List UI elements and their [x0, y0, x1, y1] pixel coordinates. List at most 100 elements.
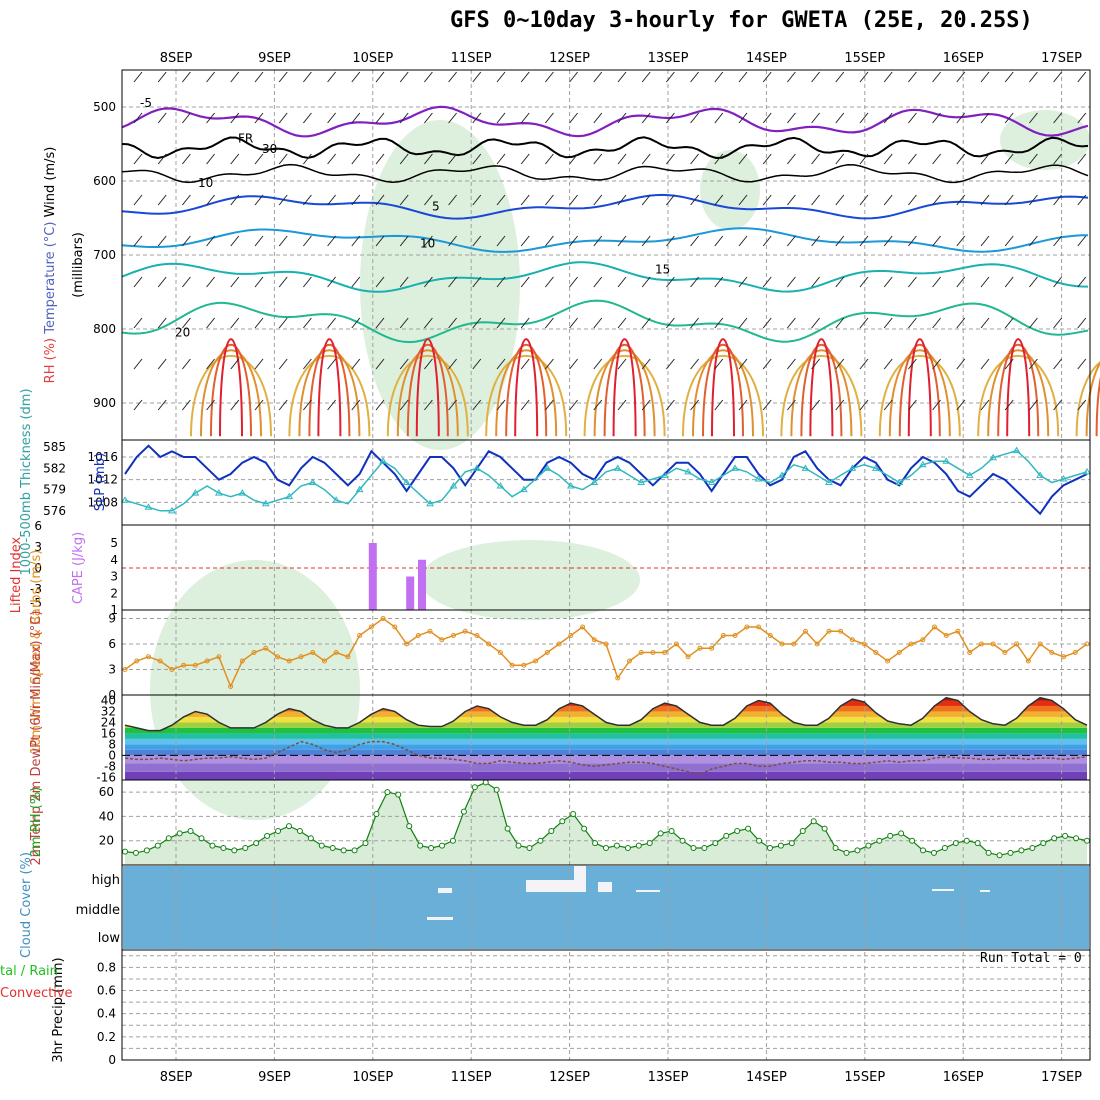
wind-barb [569, 358, 578, 370]
wind-barb [859, 317, 869, 329]
wind-barb [883, 153, 893, 165]
wind-ylabel: 10m Wind Speed & Barbs (m/s) [29, 550, 44, 755]
wind-barb [762, 276, 772, 288]
thickness-marker [238, 489, 247, 496]
wind-speed-marker [638, 650, 644, 655]
wind-speed-marker [204, 658, 210, 664]
wind-speed-marker [580, 624, 586, 630]
date-label-bottom: 10SEP [352, 1070, 393, 1085]
slp-tick-label: 1012 [87, 473, 118, 487]
wind-barb [835, 194, 845, 206]
wind-barb [1029, 399, 1038, 411]
cloud-cell [438, 888, 452, 893]
wind-barb [375, 112, 385, 124]
wind-speed-marker [943, 633, 949, 638]
temp-color-band [125, 733, 1087, 739]
wind-barb [787, 71, 796, 83]
thickness-marker [801, 464, 810, 471]
wind-barb [932, 194, 941, 206]
contour-label: FR [238, 132, 253, 146]
wind-speed-marker [286, 658, 292, 664]
temp-color-band [125, 771, 1087, 780]
wind-barb [375, 358, 385, 370]
wind-speed-marker [239, 658, 245, 664]
wind-barb [545, 112, 554, 124]
wind-barb [1053, 235, 1062, 247]
rh-marker [417, 842, 424, 849]
wind-barb [811, 358, 820, 370]
thickness-marker [989, 453, 998, 461]
wind-barb [1004, 235, 1014, 247]
rh-marker [176, 830, 183, 837]
wind-barb [206, 194, 215, 206]
date-label-top: 11SEP [451, 51, 492, 66]
wind-barb [956, 358, 966, 370]
wind-barb [738, 112, 748, 124]
date-label-bottom: 12SEP [549, 1070, 590, 1085]
wind-barb [182, 317, 191, 329]
wind-barb [859, 358, 869, 370]
wind-barb [133, 317, 143, 329]
wind-barb [835, 317, 845, 329]
boundary-isotherm [308, 344, 351, 437]
wind-tick-label: 3 [108, 663, 116, 677]
wind-barb [545, 358, 554, 370]
wind-barb [230, 112, 240, 124]
wind-barb [980, 194, 990, 206]
wind-barb [811, 194, 820, 206]
rh-marker [613, 842, 620, 849]
wind-barb [520, 153, 530, 165]
precip-ylabel: 3hr Precip (mm) [51, 957, 66, 1062]
wind-barb [351, 71, 361, 83]
li-tick-label: 3 [34, 540, 42, 554]
boundary-isotherm [790, 349, 853, 437]
wind-barb [375, 153, 385, 165]
rh-marker [832, 845, 839, 851]
data-layer [121, 71, 1100, 920]
wind-barb [835, 235, 845, 247]
wind-barb [424, 71, 433, 83]
li-tick-label: -5 [30, 596, 42, 610]
rh-marker [821, 825, 828, 832]
cloud-level-label: low [98, 931, 121, 946]
wind-speed-marker [333, 650, 339, 655]
wind-speed-marker [134, 658, 140, 664]
wind-barb [617, 235, 627, 247]
wind-barb [956, 235, 966, 247]
wind-barb [182, 358, 191, 370]
date-label-top: 9SEP [258, 51, 291, 66]
wind-barb [1077, 112, 1087, 124]
rh-marker [624, 845, 631, 851]
wind-barb [206, 399, 215, 411]
wind-barb [375, 276, 385, 288]
wind-barb [1004, 194, 1014, 206]
wind-speed-marker [802, 628, 808, 634]
wind-barb [980, 71, 990, 83]
wind-barb [424, 317, 433, 329]
wind-barb [496, 194, 506, 206]
thickness-marker [379, 457, 387, 464]
wind-barb [1029, 194, 1038, 206]
date-label-bottom: 13SEP [648, 1070, 689, 1085]
contour-label: -5 [140, 96, 152, 110]
wind-barb [690, 358, 699, 370]
wind-barb [327, 153, 336, 165]
wind-barb [545, 399, 554, 411]
temp-tick-label: 40 [101, 693, 116, 707]
wind-barb [1053, 194, 1062, 206]
wind-barb [254, 112, 264, 124]
wind-barb [206, 112, 215, 124]
contour-label: 5 [432, 200, 440, 214]
wind-barb [327, 317, 336, 329]
wind-speed-marker [357, 633, 363, 638]
wind-barb [641, 358, 651, 370]
wind-barb [375, 194, 385, 206]
wind-barb [254, 358, 264, 370]
thickness-marker [895, 478, 904, 485]
wind-barb [496, 153, 506, 165]
wind-barb [787, 153, 796, 165]
wind-barb [617, 71, 627, 83]
temp-tick-label: -8 [104, 759, 116, 773]
wind-speed-marker [662, 650, 668, 655]
wind-barb [327, 276, 336, 288]
